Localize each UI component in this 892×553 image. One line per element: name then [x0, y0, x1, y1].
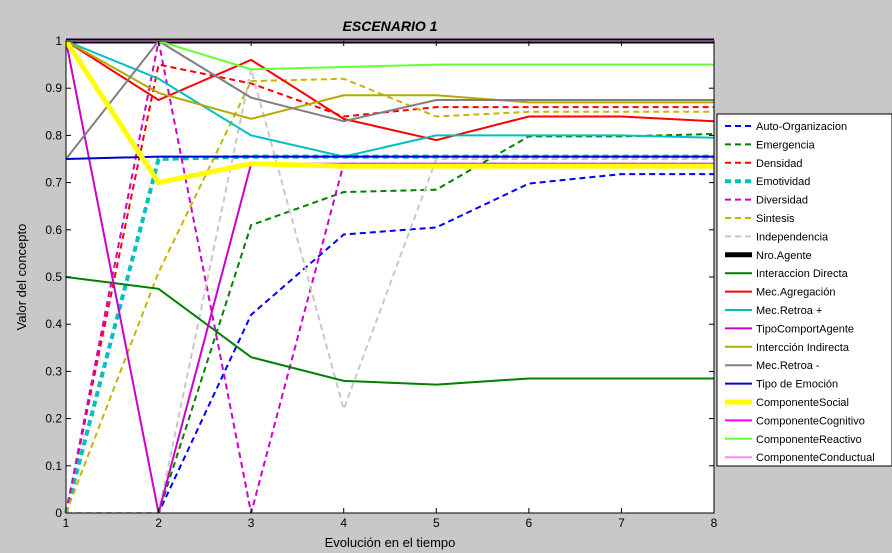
- series-line-7: [66, 69, 714, 514]
- legend-label: Intercción Indirecta: [756, 342, 850, 354]
- y-tick-label: 0.8: [45, 128, 62, 142]
- legend-label: Emergencia: [756, 139, 816, 151]
- series-line-13: [65, 40, 714, 120]
- x-tick-label: 4: [340, 516, 347, 530]
- series-line-6: [65, 77, 714, 514]
- legend-label: Densidad: [756, 158, 802, 170]
- series-line-2: [66, 132, 715, 514]
- legend-label: Diversidad: [756, 195, 808, 207]
- chart-title: ESCENARIO 1: [343, 18, 438, 34]
- x-tick-label: 5: [433, 516, 440, 530]
- y-tick-label: 0.5: [45, 270, 62, 284]
- series-line-18: [66, 40, 714, 71]
- legend: Auto-Organizacion Emergencia Densidad Emoti…: [716, 113, 892, 467]
- legend-label: Independencia: [756, 231, 829, 243]
- legend-label: Interaccion Directa: [756, 268, 849, 280]
- legend-label: ComponenteSocial: [756, 397, 849, 409]
- legend-label: Mec.Retroa -: [756, 360, 820, 372]
- legend-box: [716, 113, 892, 467]
- y-tick-label: 1: [55, 34, 62, 48]
- series-line-14: [65, 39, 714, 160]
- legend-label: Sintesis: [756, 213, 795, 225]
- y-tick-label: 0.6: [45, 223, 62, 237]
- x-tick-label: 7: [618, 516, 625, 530]
- y-tick-label: 0.3: [45, 364, 62, 378]
- legend-label: TipoComportAgente: [756, 323, 854, 335]
- x-tick-label: 8: [711, 516, 718, 530]
- series-line-16: [63, 39, 714, 186]
- series-line-1: [66, 173, 714, 514]
- y-axis-label: Valor del concepto: [14, 224, 29, 331]
- legend-label: Mec.Retroa +: [756, 305, 822, 317]
- legend-label: ComponenteCognitivo: [756, 415, 865, 427]
- legend-items: Auto-Organizacion Emergencia Densidad Emoti…: [725, 121, 875, 464]
- legend-label: Tipo de Emoción: [756, 379, 838, 391]
- y-tick-label: 0.7: [45, 176, 62, 190]
- series-line-10: [65, 40, 715, 142]
- y-tick-label: 0: [55, 506, 62, 520]
- legend-label: Emotividad: [756, 176, 810, 188]
- y-tick-label: 0.1: [45, 459, 62, 473]
- legend-label: Nro.Agente: [756, 250, 812, 262]
- x-tick-label: 6: [526, 516, 533, 530]
- series-line-15: [65, 155, 714, 160]
- x-tick-label: 3: [248, 516, 255, 530]
- legend-label: Auto-Organizacion: [756, 121, 847, 133]
- y-tick-label: 0.2: [45, 412, 62, 426]
- x-axis-label: Evolución en el tiempo: [325, 535, 456, 550]
- x-tick-label: 1: [63, 516, 70, 530]
- y-tick-label: 0.9: [45, 81, 62, 95]
- axis-ticks: 1 2 3 4 5 6 7 8 0 0.1 0.2 0.3 0.4 0.5 0.6 0.7 0.8 0.9 1: [45, 34, 717, 530]
- x-tick-label: 2: [155, 516, 162, 530]
- legend-label: ComponenteReactivo: [756, 434, 862, 446]
- legend-label: Mec.Agregación: [756, 287, 836, 299]
- series-line-11: [65, 40, 715, 158]
- legend-label: ComponenteConductual: [756, 452, 875, 464]
- series-line-9: [65, 276, 714, 386]
- series-line-3: [65, 63, 714, 514]
- y-tick-label: 0.4: [45, 317, 62, 331]
